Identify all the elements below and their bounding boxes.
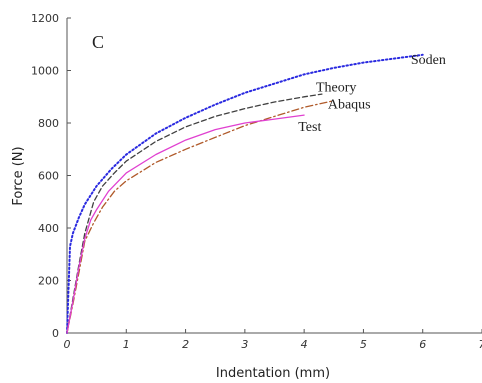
annotations: Soden Theory Abaqus Test xyxy=(298,53,446,135)
annotation-abaqus: Abaqus xyxy=(328,98,371,113)
y-axis-label: Force (N) xyxy=(11,146,26,205)
annotation-soden: Soden xyxy=(411,53,446,68)
x-tick-label: 5 xyxy=(360,338,367,351)
x-tick-label: 6 xyxy=(419,338,426,351)
x-tick-label: 2 xyxy=(182,338,189,351)
panel-label: C xyxy=(92,32,104,52)
series-line-soden xyxy=(66,53,424,334)
series-line-abaqus xyxy=(66,100,335,334)
y-tick-label: 400 xyxy=(38,222,59,235)
series-line-theory xyxy=(66,93,323,334)
x-tick-label: 3 xyxy=(241,338,248,351)
x-tick-label: 1 xyxy=(123,338,130,351)
x-tick-label: 4 xyxy=(301,338,308,351)
x-tick-label: 0 xyxy=(64,338,71,351)
y-tick-label: 600 xyxy=(38,170,59,183)
x-tick-label: 7 xyxy=(479,338,482,351)
y-tick-label: 800 xyxy=(38,117,59,130)
x-axis-label: Indentation (mm) xyxy=(216,366,330,381)
annotation-test: Test xyxy=(298,120,321,135)
annotation-theory: Theory xyxy=(316,81,356,96)
series-line-test xyxy=(66,114,305,334)
y-tick-label: 1000 xyxy=(31,65,59,78)
y-tick-label: 200 xyxy=(38,275,59,288)
series-layer xyxy=(66,53,424,334)
tick-labels: 0 1 2 3 4 5 6 7 0 200 400 600 800 1000 1200 xyxy=(31,12,482,351)
y-tick-label: 1200 xyxy=(31,12,59,25)
y-tick-label: 0 xyxy=(52,327,59,340)
